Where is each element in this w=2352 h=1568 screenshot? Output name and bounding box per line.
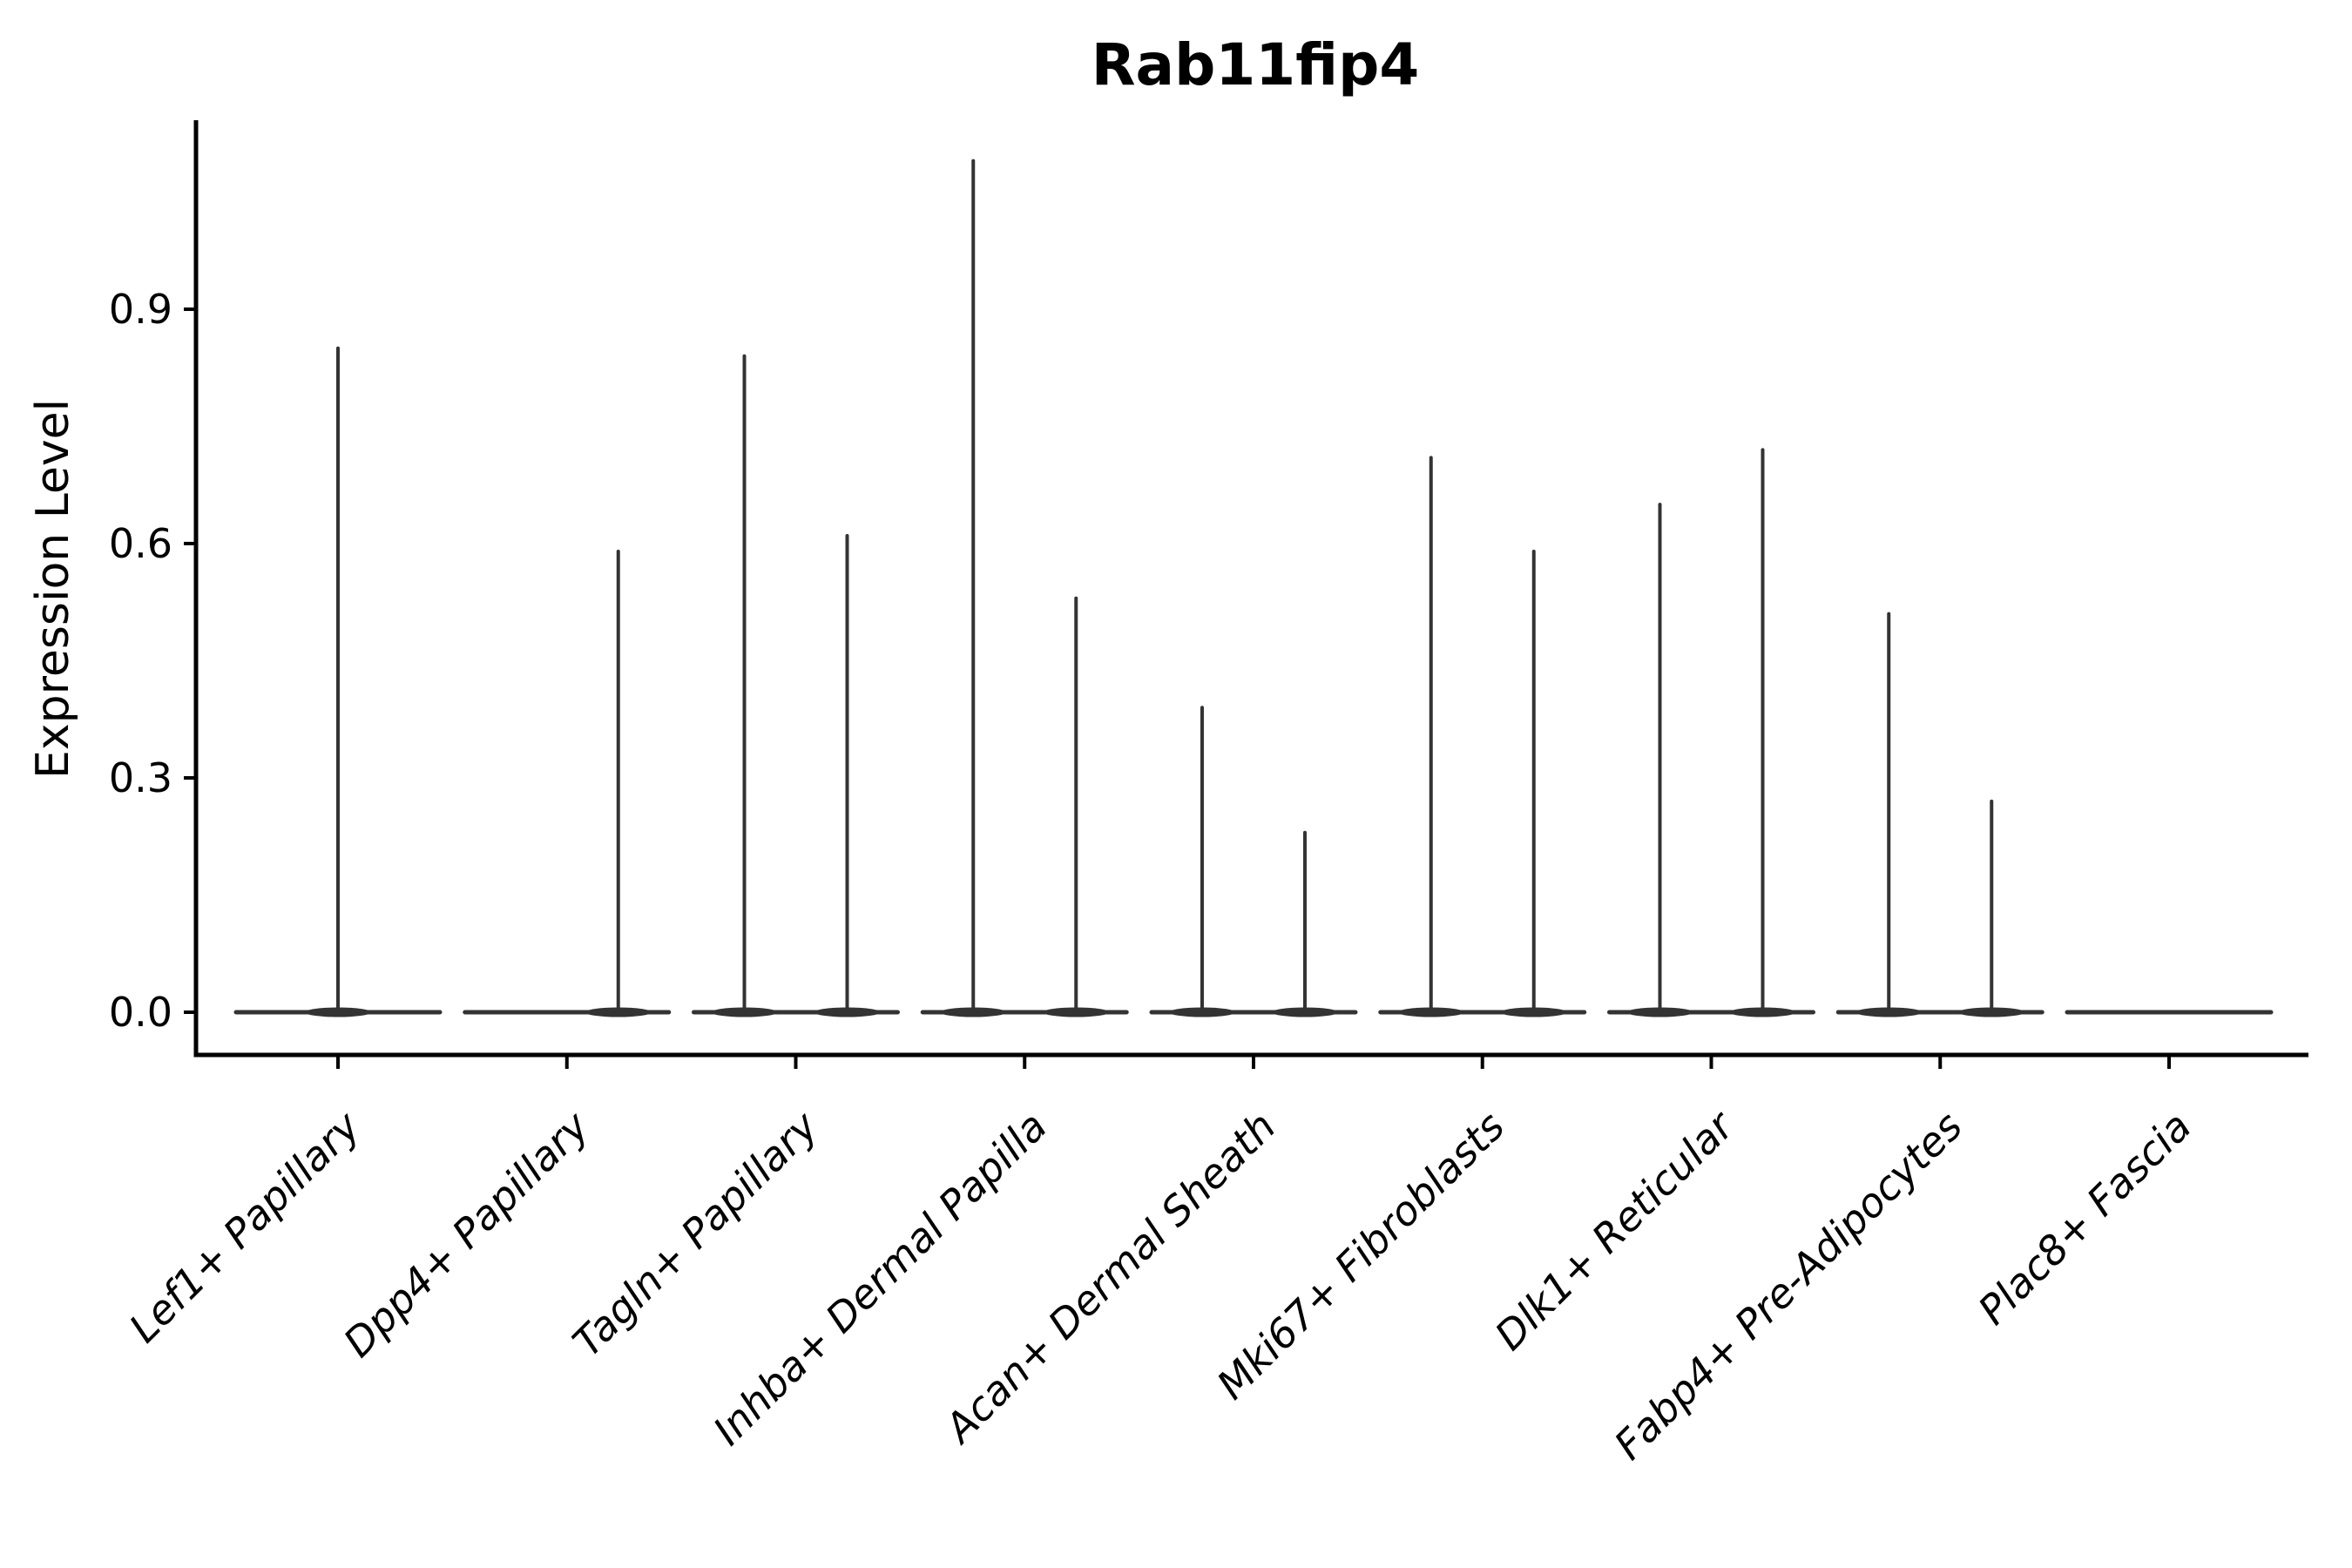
y-tick-label: 0.6 bbox=[109, 520, 172, 567]
y-tick-label: 0.0 bbox=[109, 989, 172, 1036]
violin bbox=[1607, 448, 1815, 1017]
x-tick-label: Plac8+ Fascia bbox=[1969, 1103, 2200, 1334]
axes bbox=[193, 120, 2308, 1058]
x-tick-label: Dlk1+ Reticular bbox=[1486, 1100, 1745, 1359]
y-tick-label: 0.3 bbox=[109, 754, 172, 801]
violins bbox=[233, 159, 2274, 1017]
violin bbox=[1835, 612, 2044, 1017]
violin bbox=[233, 346, 443, 1017]
violin bbox=[1378, 456, 1587, 1017]
y-axis-ticks: 0.0 0.3 0.6 0.9 bbox=[109, 286, 196, 1036]
y-tick-label: 0.9 bbox=[109, 286, 172, 333]
y-axis-label: Expression Level bbox=[27, 399, 79, 779]
violin bbox=[920, 159, 1129, 1017]
chart-title: Rab11fip4 bbox=[1092, 31, 1420, 98]
violin bbox=[463, 549, 672, 1017]
x-tick-label: Tagln+ Papillary bbox=[564, 1102, 828, 1366]
x-tick-label: Lef1+ Papillary bbox=[120, 1102, 369, 1351]
violin bbox=[692, 354, 900, 1017]
x-tick-label: Dpp4+ Papillary bbox=[335, 1102, 598, 1366]
violin bbox=[1149, 706, 1358, 1017]
